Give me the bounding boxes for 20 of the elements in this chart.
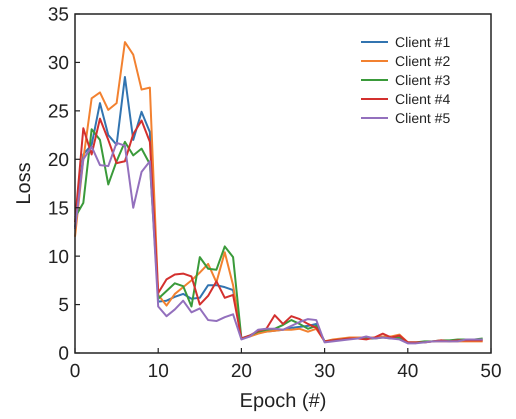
- y-tick-label: 10: [48, 246, 69, 268]
- y-tick-label: 30: [48, 53, 69, 74]
- x-tick-label: 10: [148, 361, 169, 382]
- y-tick-label: 35: [48, 4, 69, 26]
- x-tick-label: 30: [314, 361, 336, 382]
- x-tick-label: 20: [230, 361, 252, 382]
- legend-label: Client #2: [395, 52, 450, 69]
- x-axis-title: Epoch (#): [240, 390, 326, 412]
- legend-label: Client #3: [395, 72, 450, 88]
- y-axis-title: Loss: [13, 162, 35, 205]
- y-tick-label: 0: [58, 344, 69, 365]
- x-tick-label: 50: [480, 361, 502, 382]
- y-tick-label: 15: [48, 198, 69, 220]
- legend-label: Client #5: [395, 110, 450, 126]
- legend-label: Client #1: [395, 34, 450, 50]
- legend-label: Client #4: [395, 90, 450, 107]
- y-tick-label: 20: [48, 150, 69, 171]
- y-tick-label: 25: [48, 102, 69, 123]
- x-tick-label: 40: [397, 361, 418, 382]
- y-tick-label: 5: [58, 295, 69, 316]
